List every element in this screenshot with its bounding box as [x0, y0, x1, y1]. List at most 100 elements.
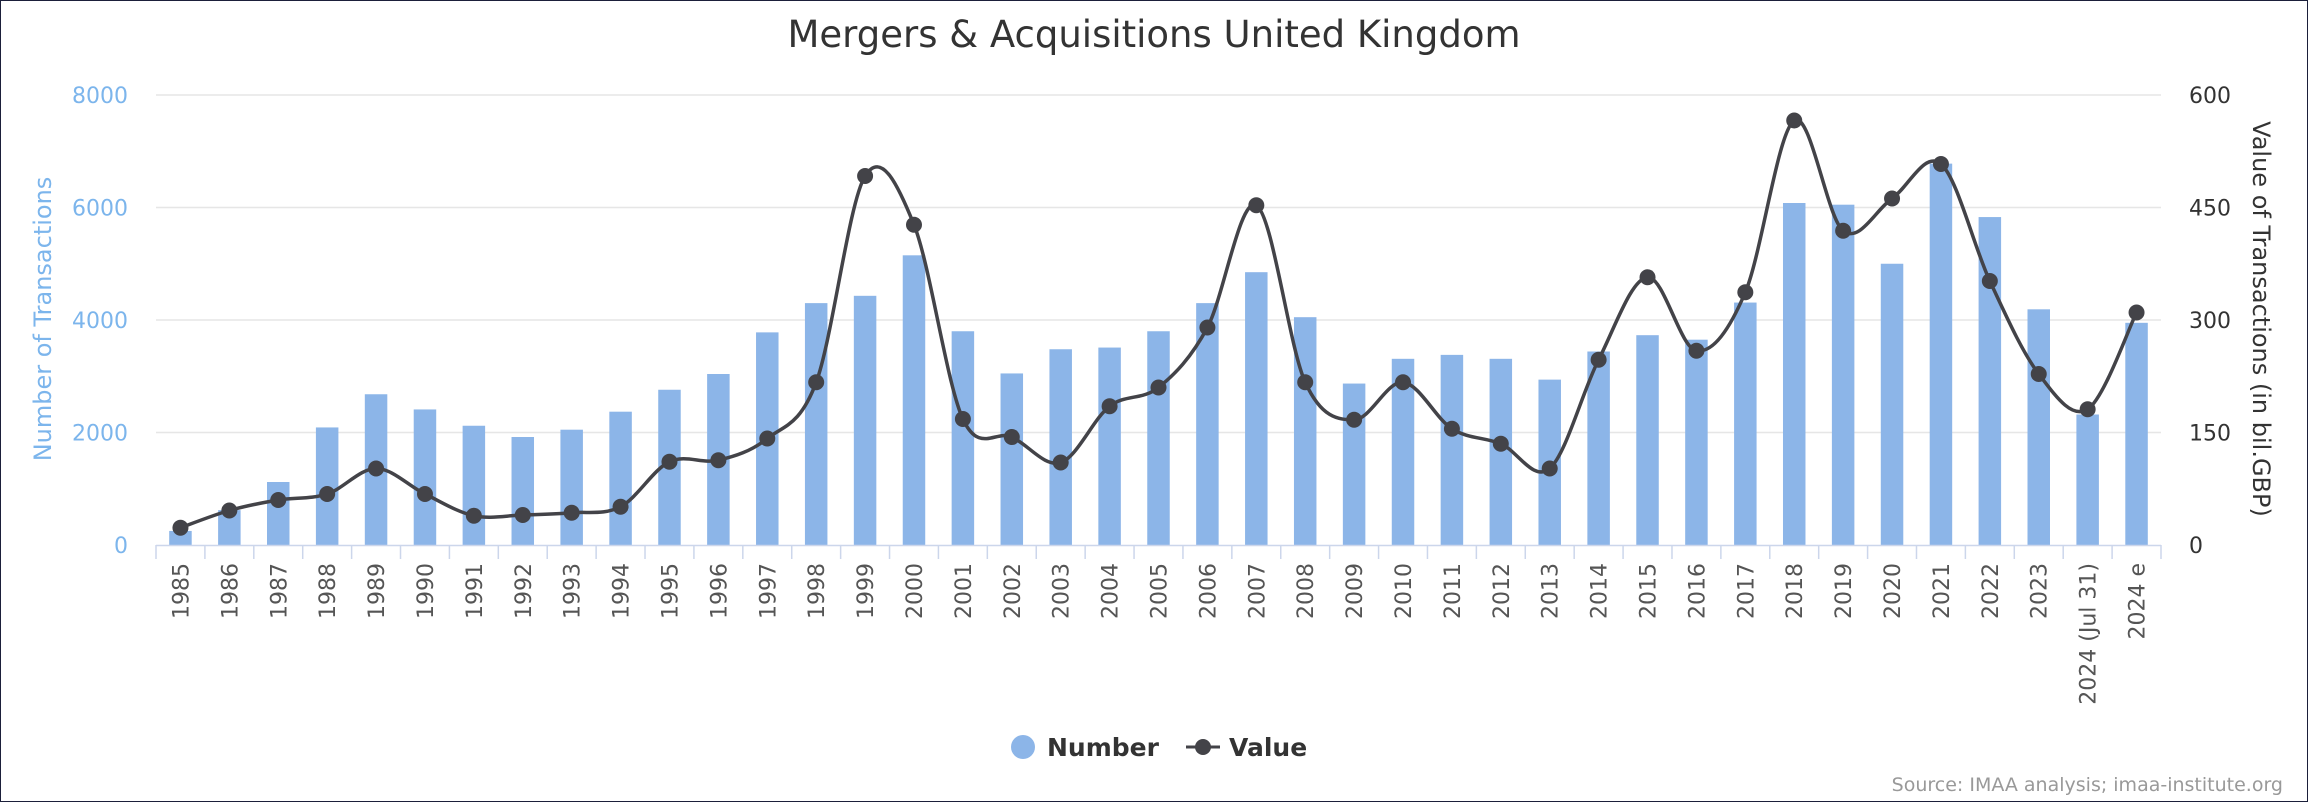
x-axis-tick-label: 1999 [854, 563, 879, 619]
x-axis-tick-label: 1998 [805, 563, 830, 619]
left-axis-tick-label: 8000 [72, 84, 128, 109]
legend-number-marker [1011, 735, 1035, 759]
x-axis-tick-label: 2017 [1734, 563, 1759, 619]
value-point [1052, 454, 1069, 471]
legend-value-marker [1195, 739, 1211, 755]
bar [1587, 351, 1610, 545]
x-axis-tick-label: 2010 [1392, 563, 1417, 619]
bar [560, 429, 583, 545]
bar [2076, 414, 2099, 545]
bar [1147, 331, 1170, 545]
value-point [514, 507, 531, 523]
value-point [1932, 156, 1949, 172]
value-point [1981, 273, 1998, 289]
bar [413, 409, 437, 545]
right-axis-tick-label: 150 [2189, 422, 2231, 447]
x-axis-tick-label: 2009 [1343, 563, 1368, 619]
x-axis-tick-label: 2011 [1441, 563, 1466, 619]
value-point [2079, 401, 2096, 418]
x-axis-tick-label: 1993 [561, 563, 586, 619]
value-point [2030, 366, 2047, 382]
x-axis-tick-label: 2002 [1001, 563, 1026, 619]
value-point [221, 502, 238, 519]
value-point [612, 498, 629, 515]
value-point [1737, 284, 1754, 301]
value-point [270, 492, 287, 508]
value-point [905, 216, 922, 233]
x-axis-tick-label: 1986 [218, 563, 243, 619]
right-axis-title: Value of Transactions (in bil.GBP) [2247, 121, 2275, 517]
bar [1685, 339, 1708, 545]
right-axis-tick-label: 600 [2189, 84, 2231, 109]
x-axis-tick-label: 2013 [1539, 563, 1564, 619]
x-axis-tick-label: 2024 e [2126, 563, 2151, 640]
x-axis-tick-label: 1989 [365, 563, 390, 619]
value-point [1395, 374, 1412, 391]
x-axis-tick-label: 2024 (Jul 31) [2077, 563, 2102, 705]
x-axis-tick-label: 2008 [1294, 563, 1319, 619]
axes: 0 2000 4000 6000 8000 0 150 300 450 600 1985 1986 19… [72, 84, 2231, 705]
x-axis-tick-label: 2015 [1637, 563, 1662, 619]
legend-item-number[interactable]: Number [1011, 733, 1160, 762]
value-point [1688, 342, 1705, 359]
bar [1293, 317, 1317, 545]
right-axis-tick-label: 300 [2189, 309, 2231, 334]
bar [609, 411, 632, 545]
value-point [319, 486, 336, 502]
value-point [661, 453, 678, 470]
x-axis-tick-label: 1988 [316, 563, 341, 619]
legend-item-value[interactable]: Value [1186, 733, 1307, 762]
value-point [1346, 411, 1363, 428]
bar [2125, 322, 2148, 545]
value-point [1248, 197, 1265, 214]
value-point [1835, 222, 1852, 239]
bar [902, 255, 926, 545]
x-axis-tick-label: 2005 [1148, 563, 1173, 619]
bar [169, 530, 192, 545]
bar [1245, 272, 1268, 545]
left-axis-tick-label: 4000 [72, 309, 128, 334]
x-axis-tick-label: 2003 [1050, 563, 1075, 619]
chart-title: Mergers & Acquisitions United Kingdom [787, 13, 1520, 56]
x-axis-tick-label: 2023 [2028, 563, 2053, 619]
bar [1734, 302, 1757, 545]
value-point [1590, 351, 1607, 368]
bar [2027, 309, 2050, 545]
bar [1196, 303, 1219, 545]
bar [1489, 358, 1513, 545]
value-point [1003, 429, 1020, 445]
value-point [563, 504, 580, 521]
x-axis-tick-label: 1991 [463, 563, 488, 619]
value-point [1639, 269, 1656, 286]
value-point [710, 452, 727, 469]
bar [853, 295, 877, 545]
value-point [1492, 435, 1509, 452]
bar [1636, 335, 1659, 545]
value-point [1786, 112, 1803, 129]
value-point [368, 460, 385, 477]
value-point [416, 486, 433, 502]
credits: Source: IMAA analysis; imaa-institute.or… [1892, 774, 2283, 796]
x-axis-tick-label: 2006 [1196, 563, 1221, 619]
left-axis-tick-label: 6000 [72, 197, 128, 222]
bar [1929, 163, 1953, 545]
bar [1831, 204, 1855, 545]
value-point [1541, 460, 1558, 477]
x-axis-tick-label: 2012 [1490, 563, 1515, 619]
x-axis-tick-label: 2007 [1245, 563, 1270, 619]
x-axis-tick-label: 2016 [1685, 563, 1710, 619]
value-point [1101, 398, 1118, 415]
bar [1978, 217, 2002, 545]
bar [1391, 358, 1415, 545]
legend-number-label: Number [1047, 733, 1160, 762]
value-point [1443, 420, 1460, 437]
value-point [1199, 319, 1216, 336]
bar [1342, 383, 1366, 545]
bar [511, 437, 535, 545]
value-point [808, 374, 825, 391]
number-bars [169, 163, 2148, 545]
bar [1440, 354, 1464, 545]
x-axis-tick-label: 2022 [1979, 563, 2004, 619]
left-axis-tick-label: 0 [114, 534, 128, 559]
